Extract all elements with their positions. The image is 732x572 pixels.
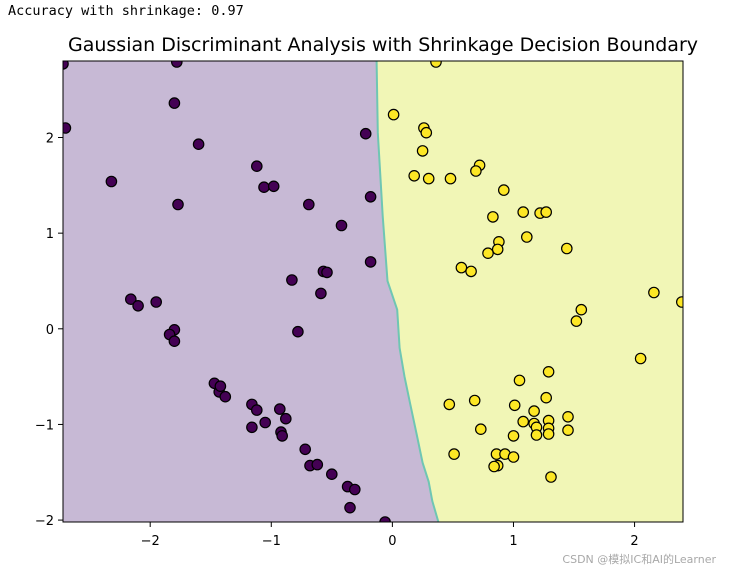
data-point-class-1 [517, 415, 529, 428]
data-point-class-0 [168, 97, 181, 109]
data-point-class-0 [168, 335, 181, 347]
data-point-class-1 [387, 108, 400, 121]
data-point-class-1 [542, 428, 555, 440]
data-point-class-0 [359, 127, 372, 140]
data-point-class-1 [540, 391, 552, 404]
data-point-class-1 [497, 184, 510, 196]
scatter-points [63, 61, 683, 522]
data-point-class-1 [634, 352, 647, 365]
data-point-class-1 [513, 374, 526, 387]
data-point-class-1 [444, 172, 457, 185]
data-point-class-1 [430, 61, 442, 68]
data-point-class-0 [273, 403, 286, 415]
data-point-class-0 [364, 191, 377, 203]
data-point-class-1 [545, 471, 557, 483]
data-point-class-0 [364, 256, 377, 268]
watermark: CSDN @模拟IC和AI的Learner [562, 552, 716, 566]
y-tick-label: 0 [46, 323, 54, 338]
data-point-class-0 [259, 416, 271, 429]
data-point-class-0 [192, 138, 205, 150]
data-point-class-1 [570, 315, 583, 327]
data-point-class-1 [488, 460, 500, 473]
data-point-class-0 [250, 404, 263, 416]
data-point-class-0 [105, 175, 118, 188]
data-point-class-1 [422, 172, 435, 185]
data-point-class-1 [465, 265, 477, 278]
data-point-class-0 [276, 430, 288, 442]
data-point-class-1 [517, 206, 529, 218]
data-point-class-1 [474, 423, 487, 435]
data-point-class-1 [455, 261, 468, 274]
data-point-class-0 [214, 380, 227, 392]
data-point-class-0 [171, 61, 183, 68]
data-point-class-1 [507, 430, 520, 442]
data-point-class-1 [470, 165, 482, 177]
data-point-class-0 [292, 325, 304, 338]
decision-boundary [375, 61, 440, 522]
data-point-class-0 [344, 501, 356, 514]
data-point-class-1 [530, 429, 543, 441]
data-point-class-0 [325, 468, 338, 480]
decision-region-class-0 [63, 61, 439, 522]
x-axis-ticks: −2 −1 0 1 2 [141, 522, 639, 549]
data-point-class-0 [286, 274, 298, 286]
data-point-class-0 [348, 483, 361, 496]
data-point-class-0 [172, 198, 184, 211]
y-tick-label: 2 [46, 132, 54, 147]
console-output-line: Accuracy with shrinkage: 0.97 [8, 3, 244, 19]
chart-title: Gaussian Discriminant Analysis with Shri… [68, 34, 698, 56]
data-point-class-1 [487, 211, 499, 223]
data-point-class-0 [302, 198, 315, 211]
x-tick-label: −1 [262, 534, 281, 549]
x-tick-label: 2 [630, 534, 638, 549]
data-point-class-1 [542, 365, 555, 378]
data-point-class-1 [468, 394, 481, 407]
data-point-class-1 [560, 242, 573, 255]
data-point-class-0 [219, 390, 232, 403]
y-axis-ticks: −2 −1 0 1 2 [35, 132, 63, 529]
data-point-class-0 [315, 287, 327, 300]
data-point-class-0 [150, 296, 162, 308]
y-tick-label: −1 [35, 418, 54, 433]
data-point-class-1 [491, 243, 504, 256]
data-point-class-1 [416, 145, 429, 157]
data-point-class-1 [507, 451, 520, 463]
data-point-class-0 [63, 61, 69, 70]
data-point-class-1 [540, 206, 552, 218]
data-point-class-1 [448, 448, 460, 460]
data-point-class-0 [279, 412, 292, 425]
y-tick-label: −2 [35, 514, 54, 529]
data-point-class-1 [508, 399, 521, 412]
data-point-class-1 [443, 398, 456, 411]
data-point-class-1 [562, 424, 574, 436]
data-point-class-1 [676, 296, 683, 308]
data-point-class-1 [648, 286, 660, 299]
data-point-class-1 [408, 170, 420, 182]
x-tick-label: −2 [141, 534, 160, 549]
data-point-class-0 [63, 122, 72, 134]
data-point-class-1 [520, 231, 533, 243]
x-tick-label: 0 [388, 534, 396, 549]
data-point-class-0 [267, 180, 280, 193]
x-tick-label: 1 [509, 534, 517, 549]
data-point-class-0 [321, 266, 333, 279]
data-point-class-0 [125, 293, 137, 305]
data-point-class-0 [311, 458, 324, 471]
data-point-class-1 [562, 410, 574, 423]
data-point-class-0 [335, 219, 348, 232]
data-point-class-0 [258, 181, 270, 193]
data-point-class-0 [246, 421, 258, 434]
data-point-class-1 [420, 126, 433, 139]
y-tick-label: 1 [46, 227, 54, 242]
data-point-class-1 [482, 247, 494, 259]
data-point-class-1 [528, 405, 540, 417]
data-point-class-1 [575, 303, 588, 316]
data-point-class-0 [250, 160, 263, 172]
plot-frame [62, 60, 684, 523]
data-point-class-0 [299, 443, 311, 456]
data-point-class-0 [132, 299, 144, 312]
